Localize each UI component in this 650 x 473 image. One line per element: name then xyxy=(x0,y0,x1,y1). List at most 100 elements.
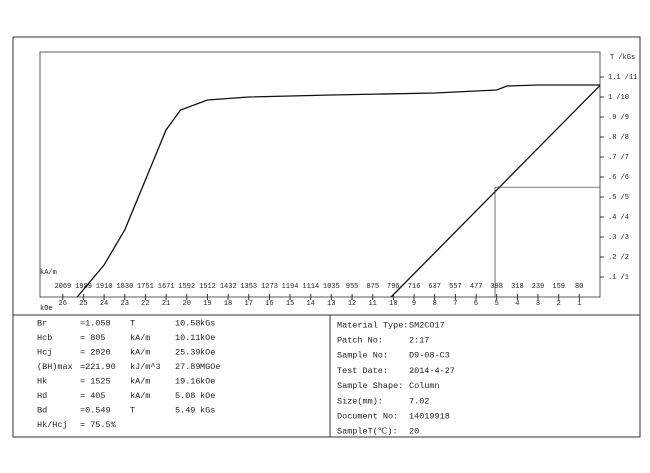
result-cell: kA/m xyxy=(130,333,150,343)
result-cell: = 75.5% xyxy=(80,420,117,430)
x2-tick-label: 1989 xyxy=(75,283,92,291)
x-tick-label: 15 xyxy=(286,300,294,308)
result-cell: 19.16 xyxy=(175,376,201,386)
x-unit: kOe xyxy=(40,305,53,313)
result-cell: = 2020 xyxy=(80,347,111,357)
result-cell: = 1525 xyxy=(80,376,111,386)
result-cell: kA/m xyxy=(130,376,150,386)
result-cell: kGs xyxy=(200,318,215,328)
x-tick-label: 19 xyxy=(203,300,211,308)
x2-tick-label: 1353 xyxy=(240,283,257,291)
result-cell: kOe xyxy=(200,391,215,401)
y-tick-label: .8 /8 xyxy=(608,134,629,142)
result-cell: Hk/Hcj xyxy=(37,420,68,430)
y-tick-label: .9 /9 xyxy=(608,114,629,122)
x-tick-label: 14 xyxy=(306,300,314,308)
x-tick-label: 17 xyxy=(245,300,253,308)
x2-tick-label: 239 xyxy=(532,283,545,291)
result-cell: 25.39 xyxy=(175,347,201,357)
x2-tick-label: 955 xyxy=(346,283,359,291)
sample-cell: Column xyxy=(409,381,440,391)
result-cell: kGs xyxy=(200,405,215,415)
sample-cell: 2014-4-27 xyxy=(409,366,455,376)
result-cell: =0.549 xyxy=(80,405,111,415)
result-cell: MGOe xyxy=(200,362,220,372)
result-cell: = 405 xyxy=(80,391,106,401)
result-cell: kA/m xyxy=(130,391,150,401)
result-cell: = 805 xyxy=(80,333,106,343)
x-tick-label: 13 xyxy=(327,300,335,308)
y-tick-label: .6 /6 xyxy=(608,174,629,182)
x2-tick-label: 1830 xyxy=(116,283,133,291)
sample-cell: Patch No: xyxy=(337,335,383,345)
result-cell: Br xyxy=(37,318,47,328)
x-tick-label: 20 xyxy=(183,300,191,308)
result-cell: kOe xyxy=(200,333,215,343)
y-tick-label: 1 /10 xyxy=(608,94,629,102)
y-tick-label: .1 /1 xyxy=(608,274,629,282)
result-cell: Hcb xyxy=(37,333,52,343)
x2-tick-label: 1194 xyxy=(282,283,299,291)
result-cell: =1.058 xyxy=(80,318,111,328)
sample-cell: 2:17 xyxy=(409,335,429,345)
sample-cell: Sample Shape: xyxy=(337,381,403,391)
sample-cell: Test Date: xyxy=(337,366,388,376)
x2-tick-label: 1671 xyxy=(158,283,175,291)
x2-tick-label: 2069 xyxy=(54,283,71,291)
curve xyxy=(76,84,600,298)
x-tick-label: 9 xyxy=(412,300,416,308)
x2-tick-label: 875 xyxy=(367,283,380,291)
x2-tick-label: 1751 xyxy=(137,283,154,291)
result-cell: Bd xyxy=(37,405,47,415)
x2-tick-label: 1592 xyxy=(178,283,195,291)
sample-cell: SampleT(℃): xyxy=(337,427,398,437)
result-cell: 10.11 xyxy=(175,333,201,343)
result-cell: Hk xyxy=(37,376,47,386)
x2-tick-label: 80 xyxy=(575,283,583,291)
sample-cell: Document No: xyxy=(337,411,398,421)
result-cell: (BH)max xyxy=(37,362,73,372)
x2-tick-label: 1910 xyxy=(96,283,113,291)
frame xyxy=(12,36,641,438)
result-cell: Hcj xyxy=(37,347,52,357)
y-tick-label: .7 /7 xyxy=(608,154,629,162)
x-tick-label: 8 xyxy=(433,300,437,308)
y-tick-label: .5 /5 xyxy=(608,194,629,202)
result-cell: T xyxy=(130,318,135,328)
x2-unit: kA/m xyxy=(40,269,57,277)
x-tick-label: 10 xyxy=(389,300,397,308)
x-tick-label: 7 xyxy=(453,300,457,308)
sample-cell: Sample No: xyxy=(337,351,388,361)
x-tick-label: 1 xyxy=(577,300,581,308)
x-tick-label: 3 xyxy=(536,300,540,308)
result-cell: 10.58 xyxy=(175,318,201,328)
x-tick-label: 4 xyxy=(515,300,519,308)
x-tick-label: 6 xyxy=(474,300,478,308)
x-tick-label: 5 xyxy=(495,300,499,308)
sample-cell: SM2CO17 xyxy=(409,320,445,330)
x2-tick-label: 318 xyxy=(511,283,524,291)
y-tick-label: 1.1 /11 xyxy=(608,74,637,82)
sample-cell: 14019918 xyxy=(409,411,450,421)
result-cell: =221.90 xyxy=(80,362,116,372)
result-cell: 5.08 xyxy=(175,391,195,401)
sample-cell: 7.02 xyxy=(409,396,429,406)
result-cell: Hd xyxy=(37,391,47,401)
y-unit: T /kGs xyxy=(610,54,635,62)
sample-cell: Material Type: xyxy=(337,320,408,330)
x-tick-label: 18 xyxy=(224,300,232,308)
result-cell: 5.49 xyxy=(175,405,195,415)
result-cell: kOe xyxy=(200,376,215,386)
x2-tick-label: 716 xyxy=(408,283,421,291)
y-tick-label: .3 /3 xyxy=(608,234,629,242)
x-tick-label: 12 xyxy=(348,300,356,308)
result-cell: kA/m xyxy=(130,347,150,357)
x2-tick-label: 557 xyxy=(449,283,462,291)
x2-tick-label: 1512 xyxy=(199,283,216,291)
x-tick-label: 24 xyxy=(100,300,108,308)
x2-tick-label: 477 xyxy=(470,283,483,291)
x-tick-label: 23 xyxy=(121,300,129,308)
x2-tick-label: 796 xyxy=(387,283,400,291)
x2-tick-label: 1114 xyxy=(302,283,319,291)
